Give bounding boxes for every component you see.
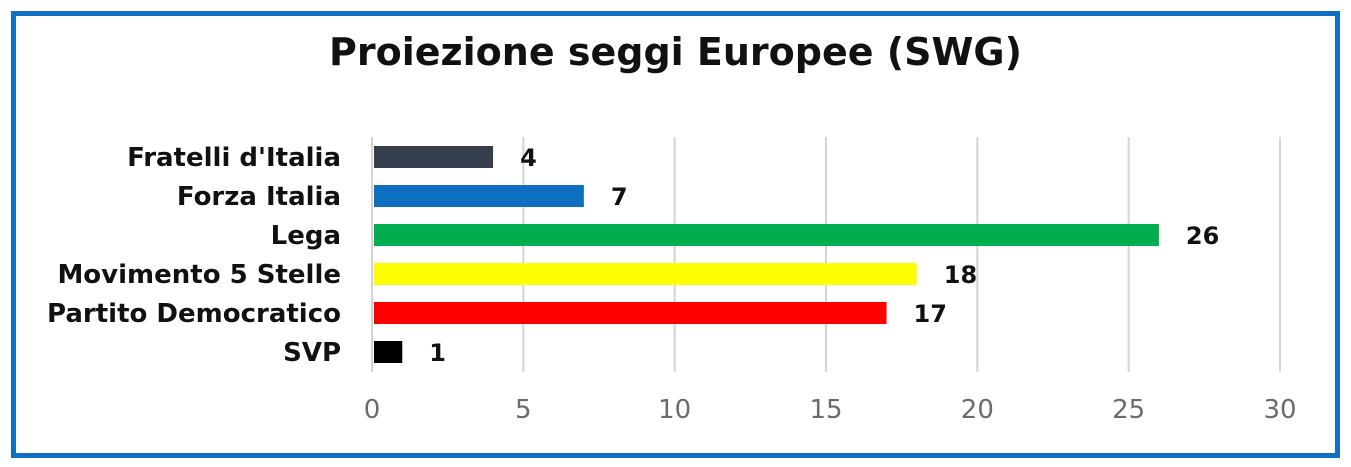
value-label: 4 [520,144,537,172]
x-tick-label: 30 [1263,395,1296,425]
value-label: 17 [914,300,947,328]
bars [374,146,1159,363]
x-tick-label: 20 [961,395,994,425]
chart-title: Proiezione seggi Europee (SWG) [329,30,1022,74]
category-label: Fratelli d'Italia [127,143,341,173]
x-axis-ticks: 0 5 10 15 20 25 30 [364,395,1297,425]
category-label: Partito Democratico [47,299,341,329]
value-label: 18 [944,261,977,289]
x-tick-label: 15 [809,395,842,425]
bar [374,185,584,207]
value-label: 1 [429,339,446,367]
bar [374,302,887,324]
bar [374,146,494,168]
value-label: 26 [1186,222,1219,250]
x-tick-label: 10 [658,395,691,425]
category-label: SVP [283,338,341,368]
bar [374,341,403,363]
x-tick-label: 5 [515,395,532,425]
category-label: Forza Italia [177,182,341,212]
value-labels: 4 7 26 18 17 1 [429,144,1219,367]
gridlines [371,137,1281,372]
category-labels: Fratelli d'Italia Forza Italia Lega Movimen… [47,143,341,368]
category-label: Movimento 5 Stelle [57,260,341,290]
category-label: Lega [271,221,341,251]
x-tick-label: 0 [364,395,381,425]
value-label: 7 [611,183,628,211]
x-tick-label: 25 [1112,395,1145,425]
bar [374,263,917,285]
bar [374,224,1159,246]
